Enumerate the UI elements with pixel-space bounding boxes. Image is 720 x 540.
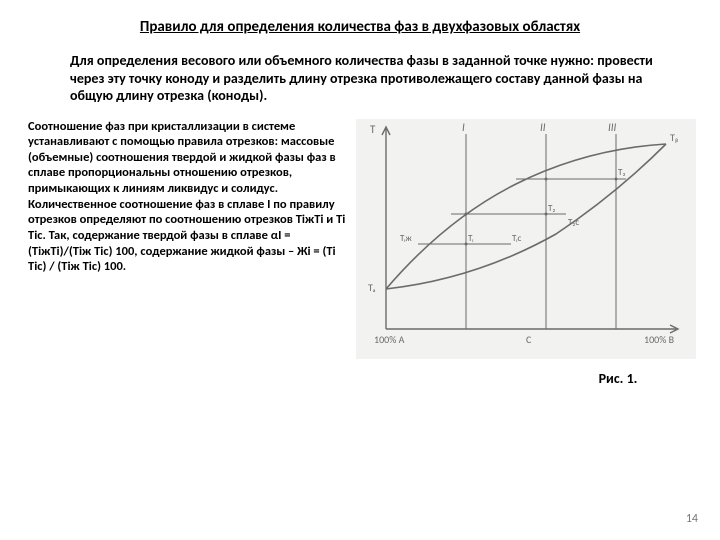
svg-text:Tᵢс: Tᵢс (512, 233, 522, 244)
svg-text:Tᵢж: Tᵢж (400, 233, 413, 244)
svg-text:T₂: T₂ (548, 203, 555, 214)
page-number: 14 (686, 512, 698, 526)
slide-title: Правило для определения количества фаз в… (0, 0, 720, 44)
figure-caption: Рис. 1. (356, 370, 700, 387)
content-row: Соотношение фаз при кристаллизации в сис… (0, 115, 720, 387)
svg-text:C: C (526, 333, 532, 346)
intro-paragraph: Для определения весового или объемного к… (0, 44, 720, 115)
svg-text:Tₐ: Tₐ (368, 281, 376, 294)
svg-text:T₃: T₃ (618, 167, 625, 178)
svg-text:T: T (370, 123, 376, 136)
svg-text:T₂с: T₂с (568, 217, 579, 228)
phase-diagram: T I II III Tₐ Tᵦ Tᵢж Tᵢ Tᵢс T₂ T₂с T₃ 10… (356, 119, 696, 359)
svg-text:III: III (608, 121, 617, 134)
svg-text:100% B: 100% B (644, 333, 675, 346)
svg-text:Tᵢ: Tᵢ (468, 233, 474, 244)
body-paragraph: Соотношение фаз при кристаллизации в сис… (28, 119, 348, 387)
svg-text:I: I (462, 121, 465, 134)
svg-text:II: II (540, 121, 546, 134)
svg-text:100% A: 100% A (374, 333, 405, 346)
svg-text:Tᵦ: Tᵦ (670, 131, 678, 144)
figure-column: T I II III Tₐ Tᵦ Tᵢж Tᵢ Tᵢс T₂ T₂с T₃ 10… (356, 119, 720, 387)
